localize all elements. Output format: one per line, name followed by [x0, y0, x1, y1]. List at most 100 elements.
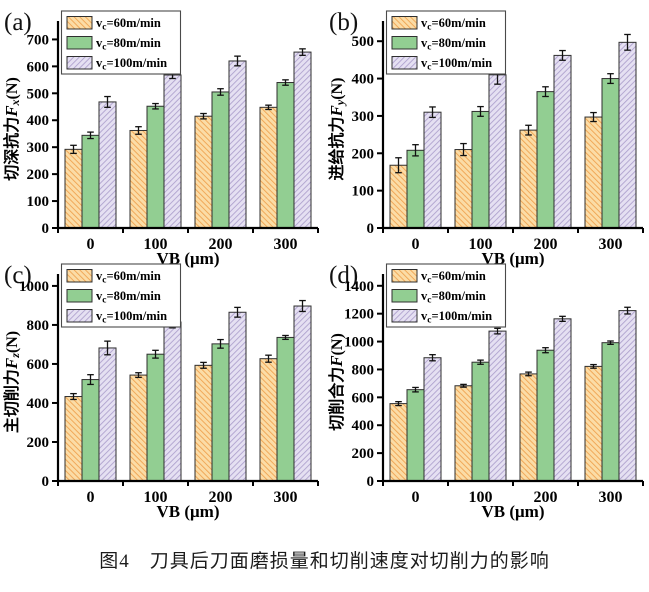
bar [129, 129, 148, 229]
y-tick-label: 400 [27, 113, 50, 129]
bar-chart-svg: (a) 0 100 200 300 400 500 600 700 0 100 200 300 VB (μ… [2, 9, 319, 268]
y-tick-label: 100 [352, 184, 375, 200]
y-tick-label: 600 [27, 59, 50, 75]
y-tick-label: 500 [27, 86, 50, 102]
y-tick-label: 300 [352, 109, 375, 125]
y-axis-title: 切削合力F(N) [327, 333, 346, 431]
legend-swatch [391, 56, 418, 70]
legend-label: vc=60m/min [421, 269, 486, 286]
bar [276, 82, 295, 229]
y-tick-label: 600 [27, 357, 50, 373]
y-tick-label: 100 [27, 194, 50, 210]
bar [81, 134, 100, 229]
y-tick-label: 400 [27, 396, 50, 412]
bar [519, 373, 538, 482]
bar-chart-svg: (d) 0 200 400 600 800 1000 1200 1400 0 100 200 300 VB… [327, 262, 644, 521]
bar [488, 330, 507, 482]
panel-label: (b) [329, 9, 358, 36]
legend-label: vc=60m/min [421, 16, 486, 33]
bar [276, 336, 295, 482]
bar [259, 106, 278, 229]
bar [194, 364, 213, 482]
x-tick-label: 0 [87, 236, 95, 253]
y-tick-label: 300 [27, 140, 50, 156]
bar [553, 318, 572, 482]
bar [584, 365, 603, 482]
x-tick-label: 100 [469, 236, 493, 253]
bar [618, 310, 637, 482]
bar [454, 385, 473, 482]
y-tick-label: 800 [27, 318, 50, 334]
legend-label: vc=100m/min [421, 309, 492, 326]
x-axis-title: VB (μm) [157, 249, 220, 268]
y-tick-label: 800 [352, 362, 375, 378]
bar [259, 358, 278, 482]
bar [228, 311, 247, 482]
chart-d-f: (d) 0 200 400 600 800 1000 1200 1400 0 100 200 300 VB… [325, 253, 649, 528]
bar [584, 116, 603, 229]
legend-swatch [391, 309, 418, 323]
bar [146, 353, 165, 482]
y-axis-title: 进给抗力Fy(N) [327, 78, 347, 181]
y-tick-label: 0 [42, 221, 50, 237]
legend-swatch [66, 309, 93, 323]
y-tick-label: 1400 [344, 279, 374, 295]
bar [64, 396, 83, 482]
bar [471, 361, 490, 482]
bar [211, 91, 230, 229]
y-tick-label: 200 [27, 167, 50, 183]
y-tick-label: 500 [352, 34, 375, 50]
bar [423, 111, 442, 229]
bar [194, 115, 213, 229]
x-tick-label: 200 [209, 236, 233, 253]
bar [389, 164, 408, 229]
x-tick-label: 200 [534, 489, 558, 506]
legend-swatch [66, 16, 93, 30]
panel-label: (d) [329, 262, 358, 289]
bar [81, 379, 100, 482]
bar [389, 403, 408, 482]
bar [536, 349, 555, 482]
y-tick-label: 200 [352, 146, 375, 162]
legend-label: vc=60m/min [96, 269, 161, 286]
legend-label: vc=100m/min [421, 56, 492, 73]
legend-swatch [66, 56, 93, 70]
legend-label: vc=80m/min [421, 289, 486, 306]
x-tick-label: 100 [144, 236, 168, 253]
bar [471, 110, 490, 229]
legend: vc=60m/min vc=80m/min vc=100m/min [60, 263, 182, 328]
y-axis-title: 主切削力Fz(N) [2, 331, 22, 433]
bar [406, 389, 425, 482]
x-tick-label: 300 [599, 489, 623, 506]
bar [293, 51, 312, 229]
chart-a-fx: (a) 0 100 200 300 400 500 600 700 0 100 200 300 VB (μ… [0, 0, 324, 275]
y-tick-label: 1000 [344, 335, 374, 351]
legend-label: vc=80m/min [96, 289, 161, 306]
bar [211, 343, 230, 482]
bar [519, 129, 538, 229]
bar [601, 78, 620, 229]
legend: vc=60m/min vc=80m/min vc=100m/min [385, 263, 507, 328]
legend-label: vc=100m/min [96, 309, 167, 326]
x-tick-label: 100 [469, 489, 493, 506]
bar-chart-svg: (b) 0 100 200 300 400 500 0 100 200 300 VB (μm) 进给抗力… [327, 9, 644, 268]
y-tick-label: 600 [352, 390, 375, 406]
x-axis-title: VB (μm) [157, 502, 220, 521]
y-axis-title: 切深抗力Fx(N) [2, 77, 22, 181]
legend-swatch [391, 16, 418, 30]
bar [293, 305, 312, 482]
bar [228, 60, 247, 229]
x-tick-label: 300 [274, 489, 298, 506]
panel-label: (c) [4, 262, 32, 289]
bar [601, 342, 620, 482]
bar [98, 101, 117, 229]
x-tick-label: 200 [209, 489, 233, 506]
y-tick-label: 1200 [344, 307, 374, 323]
y-tick-label: 400 [352, 72, 375, 88]
bar [146, 105, 165, 229]
x-tick-label: 200 [534, 236, 558, 253]
y-tick-label: 700 [27, 32, 50, 48]
legend-label: vc=60m/min [96, 16, 161, 33]
legend-label: vc=100m/min [96, 56, 167, 73]
